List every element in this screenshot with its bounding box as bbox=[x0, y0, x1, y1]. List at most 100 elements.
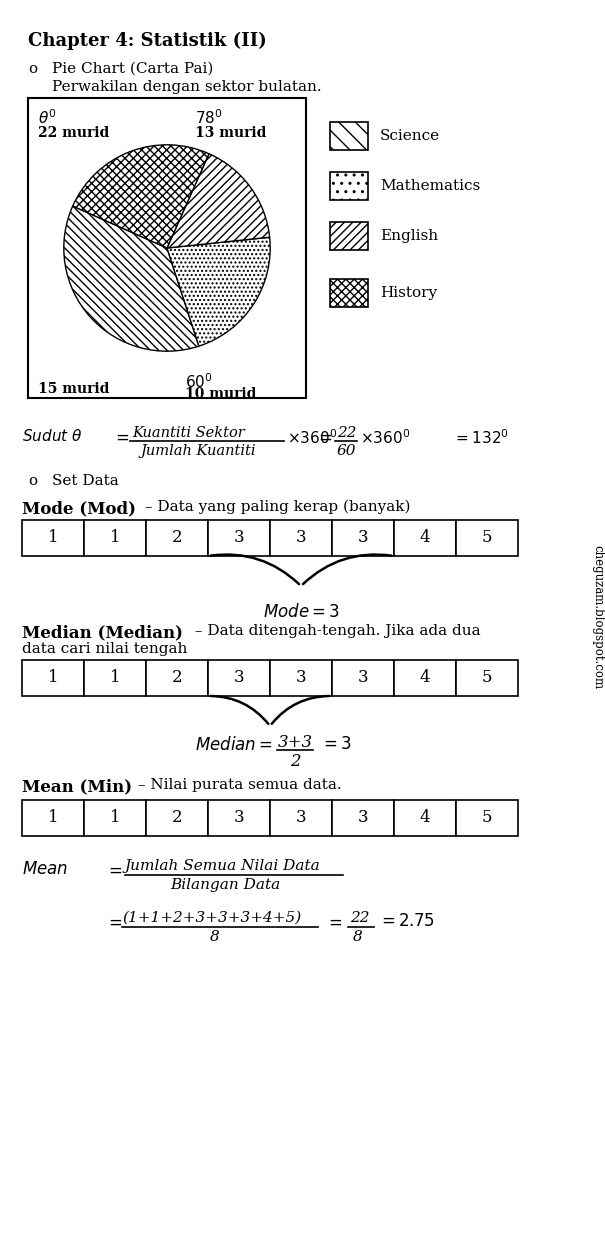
Text: o: o bbox=[28, 474, 37, 487]
Text: 2: 2 bbox=[172, 670, 182, 686]
Text: 3: 3 bbox=[234, 529, 244, 547]
Text: 5: 5 bbox=[482, 810, 492, 827]
Text: 1: 1 bbox=[110, 529, 120, 547]
Text: $78^0$: $78^0$ bbox=[195, 109, 223, 127]
Bar bbox=[394, 520, 456, 557]
Text: Jumlah Kuantiti: Jumlah Kuantiti bbox=[140, 444, 255, 458]
Text: – Nilai purata semua data.: – Nilai purata semua data. bbox=[133, 777, 342, 792]
Bar bbox=[332, 660, 394, 696]
Bar bbox=[22, 800, 84, 835]
Bar bbox=[208, 660, 270, 696]
Bar bbox=[456, 660, 518, 696]
Text: 3: 3 bbox=[296, 810, 306, 827]
Text: 1: 1 bbox=[110, 810, 120, 827]
Bar bbox=[146, 660, 208, 696]
Text: $= 2.75$: $= 2.75$ bbox=[378, 913, 434, 930]
Text: Set Data: Set Data bbox=[52, 474, 119, 487]
Bar bbox=[22, 520, 84, 557]
Text: Kuantiti Sektor: Kuantiti Sektor bbox=[132, 426, 245, 441]
Text: $\theta^0$: $\theta^0$ bbox=[38, 109, 57, 127]
Bar bbox=[456, 520, 518, 557]
Text: – Data ditengah-tengah. Jika ada dua: – Data ditengah-tengah. Jika ada dua bbox=[190, 624, 480, 638]
Text: 3: 3 bbox=[296, 529, 306, 547]
Text: $60^0$: $60^0$ bbox=[185, 371, 213, 391]
Text: 8: 8 bbox=[353, 930, 363, 944]
Bar bbox=[84, 800, 146, 835]
Text: $=$: $=$ bbox=[325, 913, 342, 930]
Text: $=$: $=$ bbox=[112, 428, 129, 445]
Text: $Mean$: $Mean$ bbox=[22, 861, 68, 879]
Wedge shape bbox=[64, 206, 199, 352]
Bar bbox=[84, 520, 146, 557]
Bar bbox=[270, 520, 332, 557]
Text: 5: 5 bbox=[482, 670, 492, 686]
Text: 3: 3 bbox=[358, 670, 368, 686]
Text: 1: 1 bbox=[48, 810, 58, 827]
Text: 3+3: 3+3 bbox=[278, 734, 313, 752]
Text: 2: 2 bbox=[290, 753, 300, 770]
Text: 3: 3 bbox=[296, 670, 306, 686]
Text: 3: 3 bbox=[358, 529, 368, 547]
Text: – Data yang paling kerap (banyak): – Data yang paling kerap (banyak) bbox=[140, 500, 411, 515]
Wedge shape bbox=[73, 144, 209, 248]
Bar bbox=[394, 660, 456, 696]
Bar bbox=[394, 800, 456, 835]
Bar bbox=[332, 800, 394, 835]
Text: $\times360^0$: $\times360^0$ bbox=[360, 428, 410, 447]
Bar bbox=[330, 172, 368, 200]
Text: 4: 4 bbox=[420, 670, 430, 686]
Wedge shape bbox=[167, 154, 270, 248]
Text: Mathematics: Mathematics bbox=[380, 179, 480, 193]
Text: 10 murid: 10 murid bbox=[185, 387, 257, 401]
Text: 2: 2 bbox=[172, 810, 182, 827]
Bar bbox=[330, 279, 368, 307]
Bar bbox=[146, 520, 208, 557]
Text: Mean (Min): Mean (Min) bbox=[22, 777, 132, 795]
Text: Jumlah Semua Nilai Data: Jumlah Semua Nilai Data bbox=[125, 859, 321, 872]
Bar bbox=[330, 122, 368, 151]
Text: $Mode = 3$: $Mode = 3$ bbox=[263, 603, 339, 621]
Text: 4: 4 bbox=[420, 810, 430, 827]
Text: $=$: $=$ bbox=[315, 428, 332, 445]
Text: 3: 3 bbox=[358, 810, 368, 827]
Bar bbox=[84, 660, 146, 696]
Text: 60: 60 bbox=[337, 444, 356, 458]
Text: Chapter 4: Statistik (II): Chapter 4: Statistik (II) bbox=[28, 32, 267, 51]
Text: 22: 22 bbox=[337, 426, 356, 441]
Text: cheguzam.blogspot.com: cheguzam.blogspot.com bbox=[592, 545, 604, 689]
Bar bbox=[208, 800, 270, 835]
Text: 4: 4 bbox=[420, 529, 430, 547]
Text: $=$: $=$ bbox=[105, 913, 122, 930]
Bar bbox=[28, 97, 306, 399]
Text: $\times360^0$: $\times360^0$ bbox=[287, 428, 337, 447]
Text: $Sudut\ \theta$: $Sudut\ \theta$ bbox=[22, 428, 83, 444]
Bar bbox=[208, 520, 270, 557]
Wedge shape bbox=[167, 237, 270, 347]
Text: $= 3$: $= 3$ bbox=[320, 735, 352, 753]
Text: Median (Median): Median (Median) bbox=[22, 624, 183, 640]
Text: Mode (Mod): Mode (Mod) bbox=[22, 500, 136, 517]
Text: Perwakilan dengan sektor bulatan.: Perwakilan dengan sektor bulatan. bbox=[52, 80, 322, 94]
Text: 22 murid: 22 murid bbox=[38, 126, 110, 139]
Bar bbox=[146, 800, 208, 835]
Text: 8: 8 bbox=[210, 930, 220, 944]
Text: $Median = $: $Median = $ bbox=[195, 735, 273, 754]
Text: 1: 1 bbox=[110, 670, 120, 686]
Bar bbox=[22, 660, 84, 696]
Bar bbox=[456, 800, 518, 835]
Text: 3: 3 bbox=[234, 810, 244, 827]
Text: Bilangan Data: Bilangan Data bbox=[170, 879, 280, 892]
Bar bbox=[330, 222, 368, 251]
Text: 1: 1 bbox=[48, 670, 58, 686]
Bar bbox=[270, 800, 332, 835]
Text: data cari nilai tengah: data cari nilai tengah bbox=[22, 642, 188, 656]
Text: 2: 2 bbox=[172, 529, 182, 547]
Text: 22: 22 bbox=[350, 911, 370, 926]
Text: $=132^0$: $=132^0$ bbox=[453, 428, 509, 447]
Text: o: o bbox=[28, 62, 37, 77]
Text: 5: 5 bbox=[482, 529, 492, 547]
Text: $=$: $=$ bbox=[105, 861, 122, 879]
Text: Pie Chart (Carta Pai): Pie Chart (Carta Pai) bbox=[52, 62, 214, 77]
Text: English: English bbox=[380, 230, 438, 243]
Text: 1: 1 bbox=[48, 529, 58, 547]
